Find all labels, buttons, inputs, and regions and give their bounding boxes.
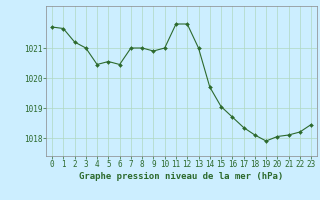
- X-axis label: Graphe pression niveau de la mer (hPa): Graphe pression niveau de la mer (hPa): [79, 172, 284, 181]
